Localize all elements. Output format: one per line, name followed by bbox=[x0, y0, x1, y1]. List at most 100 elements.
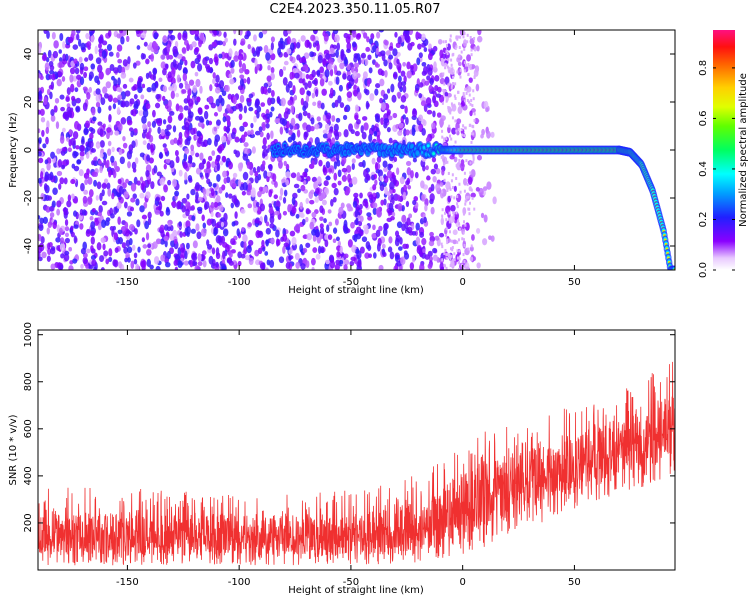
noise-dot bbox=[357, 220, 363, 227]
haze-dot bbox=[463, 47, 466, 51]
noise-dot bbox=[238, 59, 242, 68]
noise-dot bbox=[74, 87, 79, 93]
noise-dot bbox=[166, 44, 171, 53]
noise-dot bbox=[307, 80, 312, 89]
noise-dot bbox=[94, 45, 98, 55]
noise-dot bbox=[73, 151, 79, 157]
noise-dot bbox=[412, 63, 418, 72]
noise-dot bbox=[291, 206, 297, 214]
noise-dot bbox=[184, 171, 188, 181]
haze-dot bbox=[442, 88, 445, 92]
noise-dot bbox=[112, 170, 117, 179]
noise-dot bbox=[412, 157, 417, 163]
haze-dot bbox=[456, 256, 459, 260]
haze-dot bbox=[468, 123, 471, 127]
noise-dot bbox=[38, 177, 42, 184]
noise-dot bbox=[278, 160, 283, 169]
noise-dot bbox=[40, 236, 45, 244]
noise-dot bbox=[236, 228, 240, 237]
noise-dot bbox=[325, 161, 331, 169]
noise-dot bbox=[140, 52, 145, 60]
noise-dot bbox=[58, 227, 63, 236]
noise-dot bbox=[56, 170, 63, 177]
noise-dot bbox=[380, 102, 386, 111]
noise-dot bbox=[366, 36, 370, 43]
noise-dot bbox=[98, 71, 104, 80]
noise-dot bbox=[259, 262, 266, 270]
noise-dot bbox=[99, 152, 104, 159]
noise-dot bbox=[90, 35, 95, 43]
haze-dot bbox=[460, 128, 463, 132]
noise-dot bbox=[106, 44, 113, 52]
noise-dot bbox=[88, 126, 94, 132]
noise-dot bbox=[264, 267, 269, 270]
noise-dot bbox=[319, 66, 325, 74]
noise-dot bbox=[436, 112, 442, 118]
noise-dot bbox=[162, 85, 168, 93]
noise-dot bbox=[166, 206, 170, 213]
noise-dot bbox=[124, 90, 131, 97]
noise-dot bbox=[188, 111, 194, 119]
haze-dot bbox=[452, 258, 455, 262]
x-tick-label: -150 bbox=[116, 577, 139, 588]
haze-dot bbox=[445, 50, 448, 54]
noise-dot bbox=[173, 238, 178, 245]
noise-dot bbox=[153, 165, 158, 174]
noise-dot bbox=[130, 182, 137, 192]
noise-dot bbox=[427, 52, 433, 61]
noise-dot bbox=[490, 131, 495, 138]
noise-dot bbox=[123, 201, 128, 209]
noise-dot bbox=[172, 59, 177, 68]
noise-dot bbox=[302, 110, 308, 117]
haze-dot bbox=[470, 244, 473, 248]
haze-dot bbox=[468, 207, 471, 211]
noise-dot bbox=[202, 158, 206, 165]
noise-dot bbox=[127, 180, 133, 186]
noise-dot bbox=[268, 164, 273, 172]
noise-dot bbox=[246, 161, 251, 169]
noise-dot bbox=[380, 117, 384, 125]
noise-dot bbox=[94, 210, 98, 216]
noise-dot bbox=[376, 31, 381, 39]
noise-dot bbox=[324, 233, 330, 241]
haze-dot bbox=[462, 212, 465, 216]
noise-dot bbox=[73, 224, 79, 229]
noise-dot bbox=[248, 257, 254, 266]
haze-dot bbox=[458, 102, 461, 106]
x-tick-label: 50 bbox=[568, 577, 581, 588]
haze-dot bbox=[469, 64, 472, 68]
noise-dot bbox=[400, 256, 406, 266]
y-tick-label: -40 bbox=[23, 238, 34, 254]
haze-dot bbox=[468, 93, 471, 97]
noise-dot bbox=[256, 111, 260, 119]
noise-dot bbox=[397, 75, 402, 83]
haze-dot bbox=[449, 111, 452, 115]
noise-dot bbox=[265, 227, 271, 235]
noise-dot bbox=[360, 125, 364, 134]
noise-dot bbox=[178, 169, 183, 177]
noise-dot bbox=[38, 151, 42, 157]
noise-dot bbox=[103, 250, 109, 257]
noise-dot bbox=[310, 34, 316, 42]
noise-dot bbox=[283, 242, 289, 248]
noise-dot bbox=[288, 255, 292, 261]
noise-dot bbox=[314, 123, 320, 130]
noise-dot bbox=[213, 56, 219, 63]
noise-dot bbox=[228, 73, 233, 79]
noise-dot bbox=[64, 113, 70, 121]
tone-core bbox=[378, 151, 382, 155]
noise-dot bbox=[230, 249, 236, 254]
noise-dot bbox=[184, 139, 188, 146]
noise-dot bbox=[294, 72, 300, 79]
noise-dot bbox=[222, 116, 227, 123]
noise-dot bbox=[282, 197, 287, 204]
haze-dot bbox=[459, 104, 462, 108]
x-tick-label: -100 bbox=[228, 577, 251, 588]
haze-dot bbox=[462, 231, 465, 235]
haze-dot bbox=[453, 252, 456, 256]
noise-dot bbox=[107, 94, 113, 103]
noise-dot bbox=[439, 49, 444, 59]
noise-dot bbox=[296, 129, 301, 138]
noise-dot bbox=[38, 137, 42, 144]
